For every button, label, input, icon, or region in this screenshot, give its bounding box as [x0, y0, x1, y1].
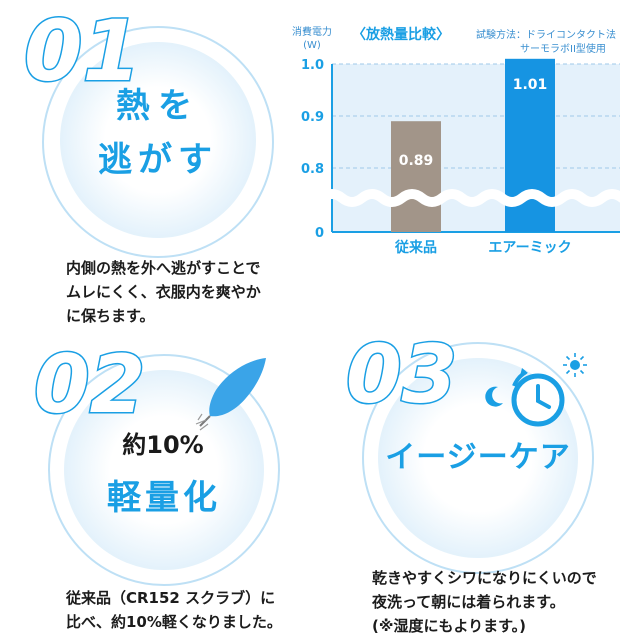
chart-area: 1.0 0.9 0.8 0 0.89 従来品 1.01 エアーミック: [301, 58, 635, 256]
feature-02-number: 02: [33, 337, 147, 433]
feature-03-title: イージーケア: [385, 440, 571, 475]
chart-test-method-1: 試験方法：ドライコンタクト法: [476, 30, 616, 41]
chart-bar-value-label: 1.01: [513, 77, 548, 93]
sun-icon: [563, 353, 587, 377]
chart-ylabel-line1: 消費電力: [292, 27, 332, 38]
chart-ytick-label: 0.9: [301, 110, 324, 125]
feature-01-title-line2: 逃がす: [98, 140, 218, 180]
feature-02-ring: [48, 354, 280, 586]
feature-02-title-line1: 約10%: [122, 431, 204, 459]
chart-category-label: エアーミック: [488, 240, 571, 256]
chart-title: 〈放熱量比較〉: [352, 27, 450, 43]
feather-icon: [195, 358, 266, 431]
feature-03-number-text: 03: [346, 328, 457, 421]
chart-axis-break: [318, 189, 635, 207]
chart-ytick-label: 1.0: [301, 58, 324, 73]
chart-bar-value-label: 0.89: [399, 153, 434, 169]
feature-03-desc-line3: (※湿度にもよります。): [372, 617, 526, 635]
chart-ylabel-line2: (W): [303, 40, 321, 51]
chart-plot-background: [332, 64, 620, 232]
feature-01-desc-line3: に保ちます。: [66, 307, 155, 325]
moon-icon: [485, 386, 503, 407]
chart-ytick-label: 0.8: [301, 162, 324, 177]
chart-ytick-label: 0: [315, 226, 324, 241]
clock-icon: [511, 368, 565, 427]
feature-01-desc-line2: ムレにくく、衣服内を爽やか: [66, 283, 261, 301]
feature-01-desc-line1: 内側の熱を外へ逃がすことで: [66, 259, 261, 277]
feature-01-ring: [42, 26, 274, 258]
feature-03-ring: [362, 342, 594, 574]
feature-01-number-text: 01: [24, 2, 141, 96]
feature-02-desc-line1: 従来品（CR152 スクラブ）に: [66, 589, 276, 607]
feature-03-desc-line2: 夜洗って朝には着られます。: [372, 593, 565, 611]
feature-02-title-line2: 軽量化: [107, 478, 221, 518]
chart-bar: [391, 121, 441, 232]
feature-02-desc-line2: 比べ、約10%軽くなりました。: [66, 613, 282, 631]
chart-category-label: 従来品: [394, 239, 437, 256]
feature-01-title-line1: 熱を: [116, 86, 200, 126]
feature-03-desc-line1: 乾きやすくシワになりにくいので: [372, 569, 597, 587]
feature-02-number-text: 02: [34, 338, 145, 431]
feature-03-number: 03: [345, 327, 459, 423]
chart-ylabel: 消費電力 (W): [292, 26, 332, 52]
feature-01-number: 01: [23, 1, 143, 97]
chart-test-method-2: サーモラボII型使用: [520, 44, 606, 55]
